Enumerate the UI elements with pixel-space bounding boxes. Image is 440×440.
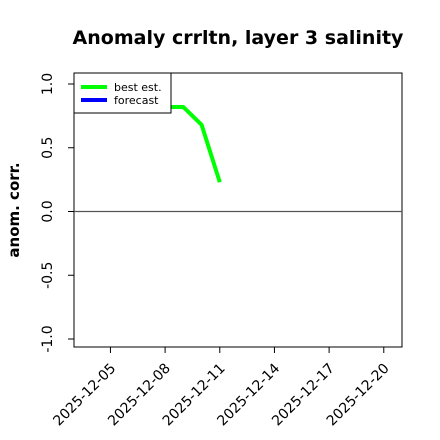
legend-box [73, 72, 172, 114]
series-group [146, 105, 222, 183]
plot-frame [73, 72, 403, 348]
x-axis: 2025-12-052025-12-082025-12-112025-12-14… [50, 347, 393, 429]
legend-label-forecast: forecast [114, 94, 159, 107]
legend: best est.forecast [73, 72, 172, 114]
y-tick-label: 0.0 [40, 200, 56, 222]
chart-title: Anomaly crrltn, layer 3 salinity [73, 27, 404, 49]
y-tick-label: 0.5 [40, 137, 56, 159]
y-tick-label: -0.5 [40, 262, 56, 289]
y-tick-label: 1.0 [40, 73, 56, 95]
y-tick-label: -1.0 [40, 325, 56, 352]
legend-label-best-est: best est. [114, 81, 162, 94]
y-axis: -1.0 -0.5 0.0 0.5 1.0 [40, 73, 74, 353]
y-axis-label: anom. corr. [5, 162, 23, 257]
series-line-best-est [146, 105, 222, 183]
